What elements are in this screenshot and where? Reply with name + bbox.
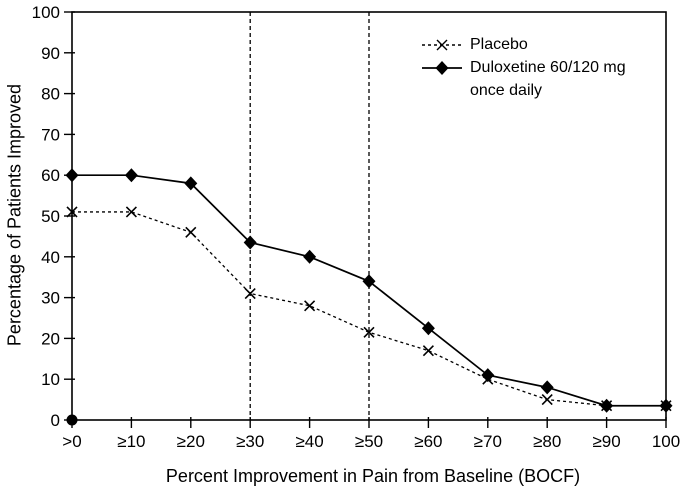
y-tick-label: 70	[41, 125, 60, 144]
y-tick-label: 30	[41, 289, 60, 308]
x-tick-label: ≥60	[414, 432, 442, 451]
y-tick-label: 0	[51, 411, 60, 430]
y-axis-label: Percentage of Patients Improved	[4, 83, 25, 347]
diamond-marker-duloxetine	[65, 168, 79, 183]
origin-dot-marker	[66, 414, 78, 426]
legend-label-placebo: Placebo	[470, 35, 528, 53]
x-axis-label: Percent Improvement in Pain from Baselin…	[165, 466, 581, 486]
diamond-marker-duloxetine	[659, 398, 673, 413]
diamond-marker-duloxetine	[184, 176, 198, 191]
diamond-marker-duloxetine	[540, 380, 554, 395]
duloxetine-solid-diamond-sample-icon	[422, 60, 462, 75]
x-tick-label: ≥90	[592, 432, 620, 451]
diamond-marker-duloxetine	[243, 235, 257, 250]
x-tick-label: ≥50	[355, 432, 383, 451]
x-marker-placebo	[125, 206, 137, 218]
y-tick-label: 90	[41, 44, 60, 63]
legend-entry-duloxetine: Duloxetine 60/120 mg	[422, 56, 626, 79]
x-tick-label: >0	[62, 432, 81, 451]
x-marker-placebo	[422, 345, 434, 357]
diamond-marker-duloxetine	[124, 168, 138, 183]
x-tick-label: ≥40	[295, 432, 323, 451]
x-tick-label: ≥10	[117, 432, 145, 451]
y-tick-label: 60	[41, 166, 60, 185]
legend: Placebo Duloxetine 60/120 mg once daily	[422, 33, 626, 102]
x-tick-label: ≥30	[236, 432, 264, 451]
legend-entry-placebo: Placebo	[422, 33, 626, 56]
legend-entry-duloxetine-wrap: once daily	[422, 79, 626, 102]
x-tick-label: ≥70	[474, 432, 502, 451]
x-marker-placebo	[185, 226, 197, 238]
x-tick-label: 100	[652, 432, 680, 451]
x-marker-placebo	[541, 394, 553, 406]
x-tick-label: ≥20	[177, 432, 205, 451]
x-marker-placebo	[363, 326, 375, 338]
diamond-marker-duloxetine	[421, 321, 435, 336]
diamond-marker-duloxetine	[600, 398, 614, 413]
y-tick-label: 100	[32, 3, 60, 22]
legend-label-duloxetine-line2: once daily	[470, 81, 543, 99]
legend-label-duloxetine-line1: Duloxetine 60/120 mg	[470, 58, 626, 76]
y-tick-label: 40	[41, 248, 60, 267]
y-tick-label: 50	[41, 207, 60, 226]
x-tick-label: ≥80	[533, 432, 561, 451]
y-tick-label: 80	[41, 85, 60, 104]
diamond-marker-duloxetine	[303, 249, 317, 264]
placebo-dashed-x-sample-icon	[422, 39, 462, 50]
diamond-marker-duloxetine	[481, 368, 495, 383]
y-tick-label: 10	[41, 370, 60, 389]
diamond-marker-duloxetine	[362, 274, 376, 289]
x-marker-placebo	[244, 287, 256, 300]
x-marker-placebo	[66, 206, 78, 218]
y-tick-label: 20	[41, 329, 60, 348]
x-marker-placebo	[304, 300, 316, 312]
